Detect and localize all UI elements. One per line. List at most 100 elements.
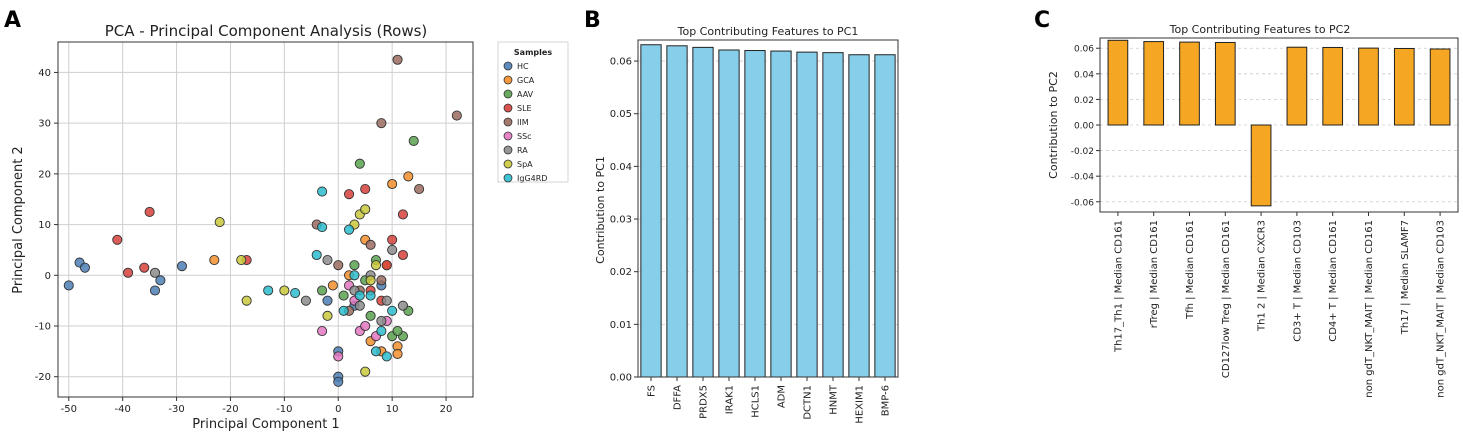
bar-hnmt <box>822 52 844 378</box>
data-point-ssc <box>360 320 371 332</box>
data-point-hc <box>176 261 188 272</box>
x-tick-label: DFFA <box>673 385 684 410</box>
x-tick-label: CD4+ T | Median CD161 <box>1328 220 1339 342</box>
data-point-igg4rd <box>343 224 355 235</box>
x-tick-label: -40 <box>115 404 131 415</box>
x-tick-label: Tfh | Median CD161 <box>1185 220 1196 320</box>
y-tick-label: 0.00 <box>1074 122 1094 132</box>
y-tick-label: -0.04 <box>1071 173 1095 183</box>
legend-label-ra: RA <box>517 146 528 155</box>
x-tick-label: -30 <box>168 404 184 415</box>
data-point-iim <box>376 275 387 286</box>
data-point-aav <box>354 158 365 169</box>
x-tick-label: PRDX5 <box>699 385 710 419</box>
data-point-iim <box>376 118 387 129</box>
x-tick-label: -10 <box>276 404 292 415</box>
legend-marker-spa <box>503 159 513 169</box>
data-point-igg4rd <box>387 305 398 316</box>
y-tick-label: 20 <box>38 169 51 180</box>
y-tick-label: 0.03 <box>610 215 632 226</box>
data-point-hc <box>155 275 166 286</box>
legend-marker-ssc <box>503 131 513 141</box>
bar-hcls1 <box>744 50 766 378</box>
data-point-iim <box>365 239 376 250</box>
data-point-spa <box>360 366 371 377</box>
bar-hexim1 <box>848 54 870 378</box>
data-point-iim <box>333 260 344 271</box>
data-point-ssc <box>317 326 328 337</box>
y-tick-label: 0.02 <box>1074 96 1094 106</box>
bar-pc2-10 <box>1429 48 1451 126</box>
x-tick-label: Th17_Th1 | Median CD161 <box>1113 220 1124 353</box>
data-point-hc <box>63 280 74 291</box>
pca-plot-frame <box>57 41 474 398</box>
legend-label-iim: IIM <box>517 118 529 127</box>
data-point-hc <box>79 262 90 273</box>
y-tick-label: 10 <box>38 220 51 231</box>
data-point-sle <box>123 267 134 278</box>
y-tick-label: 0.02 <box>610 267 632 278</box>
y-tick-label: 0.06 <box>610 57 632 68</box>
legend-label-igg4rd: IgG4RD <box>517 174 547 183</box>
legend-marker-aav <box>503 89 513 99</box>
bar-fs <box>640 44 662 378</box>
x-tick-label: DCTN1 <box>803 385 814 420</box>
data-point-ra <box>322 255 333 266</box>
data-point-igg4rd <box>290 287 301 299</box>
x-tick-label: CD127low Treg | Median CD161 <box>1221 220 1232 378</box>
bar-irak1 <box>718 49 740 378</box>
panel-letter-a: A <box>4 8 21 33</box>
legend-label-spa: SpA <box>517 160 533 169</box>
data-point-sle <box>397 209 408 220</box>
y-tick-label: -10 <box>35 322 51 333</box>
x-tick-label: 20 <box>440 404 453 415</box>
bar-pc2-5 <box>1250 124 1272 207</box>
x-tick-label: FS <box>647 385 658 397</box>
legend-marker-ra <box>503 145 513 155</box>
data-point-aav <box>365 310 376 321</box>
pc2-axis-ticks: -0.06 -0.04 -0.02 0.00 0.02 0.04 0.06 Th17_Th1 … <box>1071 45 1447 398</box>
bar-pc2-7 <box>1322 46 1344 126</box>
bar-adm <box>770 50 792 378</box>
pc1-bar-panel: B Top Contributing Features to PC1 Contr… <box>584 8 899 424</box>
y-tick-label: 0.06 <box>1074 45 1094 55</box>
pc2-bar-panel: C Top Contributing Features to PC2 Contr… <box>1034 8 1459 398</box>
y-tick-label: 0.04 <box>1074 70 1094 80</box>
y-tick-label: -0.06 <box>1071 198 1095 208</box>
data-point-aav <box>317 285 328 296</box>
data-point-igg4rd <box>365 290 376 301</box>
pc1-plot-frame <box>637 39 899 378</box>
y-tick-label: 0.05 <box>610 109 632 120</box>
data-point-ra <box>376 315 387 326</box>
legend-label-sle: SLE <box>517 104 532 113</box>
data-point-gca <box>387 178 398 190</box>
pca-gridlines <box>58 42 473 397</box>
bar-pc2-2 <box>1143 41 1165 126</box>
data-point-ra <box>381 295 392 306</box>
data-point-igg4rd <box>349 270 360 281</box>
legend-label-hc: HC <box>517 62 529 71</box>
data-point-ra <box>354 300 365 311</box>
data-point-ra <box>397 300 408 311</box>
x-tick-label: HNMT <box>829 384 840 415</box>
data-point-igg4rd <box>376 326 387 337</box>
x-tick-label: HEXIM1 <box>855 385 866 424</box>
data-point-igg4rd <box>311 249 322 261</box>
pc2-chart-title: Top Contributing Features to PC2 <box>1169 23 1351 36</box>
data-point-sle <box>343 189 355 200</box>
data-point-igg4rd <box>370 346 382 357</box>
legend-title: Samples <box>514 48 552 57</box>
legend-marker-gca <box>503 75 513 85</box>
data-point-gca <box>209 255 220 266</box>
data-point-iim <box>414 184 425 195</box>
data-point-sle <box>144 206 155 217</box>
legend-label-ssc: SSc <box>517 132 532 141</box>
bar-pc2-9 <box>1393 47 1415 126</box>
data-point-iim <box>451 110 462 121</box>
data-point-spa <box>236 255 247 266</box>
data-point-sle <box>397 249 408 261</box>
legend-marker-sle <box>503 103 513 113</box>
x-tick-label: 0 <box>335 404 341 415</box>
legend-marker-hc <box>503 61 513 71</box>
